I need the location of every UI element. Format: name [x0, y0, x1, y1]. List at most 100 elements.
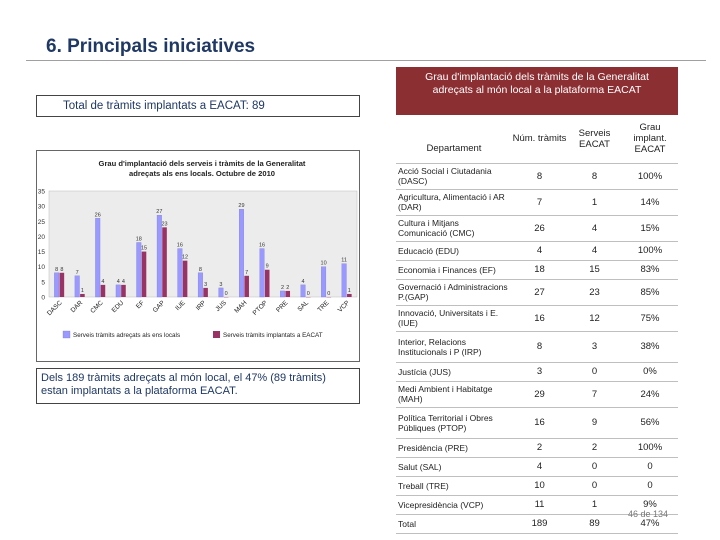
page-number: 46 de 134	[628, 509, 669, 519]
bar-total	[341, 263, 347, 298]
row-count: 2	[512, 438, 567, 458]
row-department: Justícia (JUS)	[396, 362, 512, 382]
row-services: 3	[567, 331, 622, 363]
col-header-count: Núm. tràmits	[512, 115, 567, 164]
summary-note: Dels 189 tràmits adreçats al món local, …	[36, 368, 360, 404]
row-degree: 75%	[622, 305, 678, 332]
page-title: 6. Principals iniciatives	[46, 36, 256, 57]
bar-total	[115, 284, 121, 298]
row-department: Presidència (PRE)	[396, 438, 512, 458]
row-services: 4	[567, 215, 622, 242]
data-label-total: 3	[219, 282, 222, 288]
x-tick-label: SAL	[296, 299, 310, 313]
legend-label-total: Serveis tràmits adreçats als ens locals	[73, 332, 180, 339]
y-tick-label: 10	[38, 264, 46, 271]
row-count: 11	[512, 495, 567, 515]
data-label-eacat: 1	[81, 288, 84, 294]
bar-eacat	[182, 260, 188, 297]
data-label-eacat: 0	[327, 291, 330, 297]
bar-eacat	[59, 272, 65, 297]
row-services: 7	[567, 381, 622, 408]
x-tick-label: EDU	[111, 299, 126, 314]
y-tick-label: 0	[41, 295, 45, 302]
bar-eacat	[80, 293, 85, 297]
x-tick-label: DAR	[70, 299, 85, 314]
table-row: Educació (EDU) 4 4 100%	[396, 241, 678, 261]
bar-total	[321, 266, 327, 298]
col-header-department: Departament	[396, 115, 512, 164]
row-degree: 100%	[622, 163, 678, 190]
table-header: Grau d'implantació dels tràmits de la Ge…	[396, 67, 678, 115]
row-count: 4	[512, 241, 567, 261]
y-tick-label: 20	[38, 234, 46, 241]
row-department: Interior, Relacions Institucionals i P (…	[396, 331, 512, 363]
row-degree: 15%	[622, 215, 678, 242]
legend-label-eacat: Serveis tràmits implantats a EACAT	[223, 332, 323, 339]
table-row: Governació i Administracions P.(GAP) 27 23…	[396, 279, 678, 306]
bar-eacat	[100, 284, 106, 297]
row-degree: 83%	[622, 260, 678, 280]
row-department: Salut (SAL)	[396, 457, 512, 477]
data-label-eacat: 3	[204, 282, 207, 288]
data-label-total: 8	[55, 267, 58, 273]
bar-total	[218, 287, 224, 298]
table-row: Salut (SAL) 4 0 0	[396, 457, 678, 477]
bar-eacat	[121, 284, 126, 297]
row-department: Cultura i Mitjans Comunicació (CMC)	[396, 215, 512, 242]
row-department: Vicepresidència (VCP)	[396, 495, 512, 515]
row-department: Economia i Finances (EF)	[396, 260, 512, 280]
row-count: 29	[512, 381, 567, 408]
row-department: Agricultura, Alimentació i AR (DAR)	[396, 189, 512, 216]
chart-title-line-2: adreçats als ens locals. Octubre de 2010	[129, 169, 275, 178]
y-tick-label: 35	[38, 189, 46, 196]
col-header-degree: Grau implant. EACAT	[622, 115, 678, 164]
row-count: 16	[512, 407, 567, 439]
row-services: 2	[567, 438, 622, 458]
legend-swatch-eacat	[213, 331, 220, 338]
row-degree: 38%	[622, 331, 678, 363]
row-services: 0	[567, 362, 622, 382]
data-label-total: 18	[136, 236, 142, 242]
row-count: 8	[512, 163, 567, 190]
data-label-eacat: 23	[161, 221, 167, 227]
row-department: Política Territorial i Obres Públiques (…	[396, 407, 512, 439]
bar-total	[74, 275, 80, 298]
title-divider	[26, 60, 706, 61]
table-header-row: Departament Núm. tràmits Serveis EACAT G…	[396, 115, 678, 164]
row-count: 4	[512, 457, 567, 477]
row-department: Educació (EDU)	[396, 241, 512, 261]
x-tick-label: IUE	[174, 299, 187, 312]
row-department: Innovació, Universitats i E. (IUE)	[396, 305, 512, 332]
data-label-eacat: 0	[307, 291, 310, 297]
x-tick-label: CMC	[89, 299, 105, 315]
bar-total	[156, 215, 162, 298]
table-row: Política Territorial i Obres Públiques (…	[396, 407, 678, 439]
data-label-eacat: 4	[101, 279, 104, 285]
row-count: 10	[512, 476, 567, 496]
bar-eacat	[244, 275, 249, 297]
x-tick-label: DASC	[46, 299, 64, 317]
data-label-eacat: 9	[266, 264, 269, 270]
table-row: Medi Ambient i Habitatge (MAH) 29 7 24%	[396, 381, 678, 408]
bar-total	[197, 272, 203, 298]
bar-total	[95, 218, 101, 298]
data-label-total: 4	[302, 279, 305, 285]
chart-title-line-1: Grau d'implantació dels serveis i tràmit…	[99, 159, 306, 168]
bar-total	[259, 248, 265, 298]
row-services: 89	[567, 514, 622, 534]
col-header-services: Serveis EACAT	[567, 115, 622, 164]
row-services: 12	[567, 305, 622, 332]
y-tick-label: 15	[38, 249, 46, 256]
data-label-total: 11	[341, 258, 347, 264]
x-tick-label: IRP	[195, 299, 208, 312]
row-degree: 0	[622, 476, 678, 496]
x-tick-label: JUS	[214, 299, 228, 313]
bar-eacat	[347, 293, 352, 297]
bar-total	[239, 209, 244, 298]
row-count: 8	[512, 331, 567, 363]
row-degree: 24%	[622, 381, 678, 408]
plot-area	[48, 190, 358, 298]
data-label-eacat: 15	[141, 246, 147, 252]
bar-total	[177, 248, 183, 298]
table-row: Interior, Relacions Institucionals i P (…	[396, 331, 678, 363]
